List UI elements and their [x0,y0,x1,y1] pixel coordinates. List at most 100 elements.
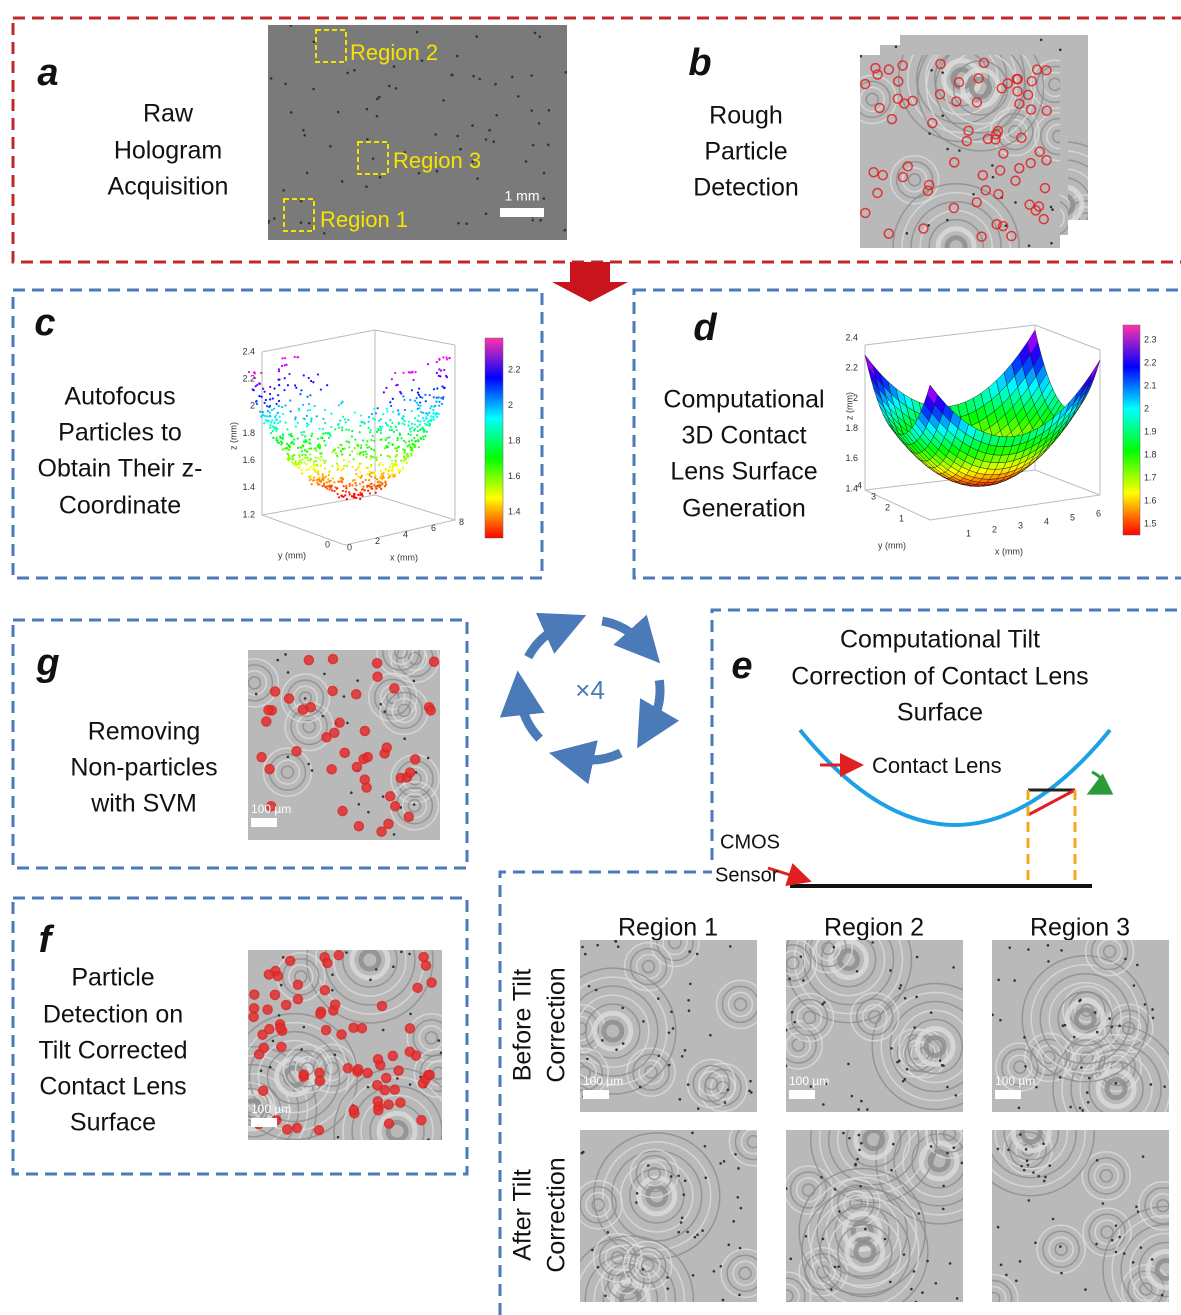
scatter-point [354,493,356,495]
scatter-point [266,405,268,407]
scatter-point [394,474,396,476]
panel-letter: f [39,919,55,961]
particle-marker [331,1000,340,1009]
scatter-point [269,405,271,407]
speck [1136,964,1139,967]
cycle-arrow [651,680,660,725]
scatter-point [262,411,264,413]
row-label: After Tilt [509,1169,537,1261]
speck [542,197,545,200]
speck [719,1162,722,1165]
speck [1060,949,1063,952]
scatter-point [380,432,382,434]
y-tick-label: 4 [857,480,862,490]
scatter-point [301,469,303,471]
scatter-point [436,361,438,363]
speck [303,134,306,137]
scatter-point [345,421,347,423]
scatter-point [395,459,397,461]
scatter-point [303,431,305,433]
scatter-point [390,426,392,428]
scatter-point [391,422,393,424]
scatter-point [292,458,294,460]
scatter-point [388,442,390,444]
particle-marker [304,656,313,665]
speck [1163,1085,1166,1088]
particle-marker [316,1009,325,1018]
speck [353,69,356,72]
scatter-point [277,412,279,414]
scatter-point [392,398,394,400]
scatter-point [300,389,302,391]
speck [670,1010,673,1013]
speck [732,1220,735,1223]
caption-line: with SVM [90,790,197,818]
scatter-point [371,456,373,458]
scatter-point [318,428,320,430]
speck [906,1068,909,1071]
scatter-point [278,405,280,407]
scatter-point [380,429,382,431]
speck [547,144,550,147]
scatter-point [410,454,412,456]
scatter-point [281,365,283,367]
scatter-point [389,419,391,421]
speck [898,987,901,990]
speck [701,1229,704,1232]
particle-marker [337,1030,346,1039]
scatter-point [304,418,306,420]
scatter-point [436,387,438,389]
scatter-point [373,484,375,486]
speck [1023,1169,1026,1172]
scatter-point [391,378,393,380]
scatter-point [310,417,312,419]
scatter-point [336,455,338,457]
scatter-point [425,400,427,402]
panel-letter: e [731,645,752,687]
colorbar-tick-label: 1.9 [1144,426,1157,436]
speck [680,1221,683,1224]
particle-marker [250,990,259,999]
speck [341,180,344,183]
speck [785,1065,788,1068]
speck [946,219,949,222]
scatter-point [355,473,357,475]
speck [1124,958,1127,961]
x-tick-label: 4 [403,530,408,540]
speck [409,1083,412,1086]
scatter-point [438,401,440,403]
scatter-point [322,459,324,461]
scatter-point [314,470,316,472]
speck [942,1064,945,1067]
scatter-point [397,437,399,439]
scatter-point [338,481,340,483]
scatter-point [405,441,407,443]
speck [946,1152,949,1155]
speck [647,1164,650,1167]
particle-marker [334,951,343,960]
scatter-point [286,443,288,445]
scatter-point [321,452,323,454]
speck [642,1268,645,1271]
x-tick-label: 6 [431,523,436,533]
scatter-point [441,385,443,387]
plot-box [262,330,455,545]
scatter-point [351,450,353,452]
scatter-point [392,474,394,476]
speck [306,172,309,175]
scatter-point [414,400,416,402]
speck [437,1039,440,1042]
speck [311,769,314,772]
speck [356,679,359,682]
scatter-point [298,454,300,456]
particle-marker [427,978,436,987]
caption-line: Particle [71,964,154,992]
axis-label: z (mm) [844,392,854,420]
scatter-point [289,445,291,447]
scatter-point [404,409,406,411]
speck [376,98,379,101]
scatter-point [352,458,354,460]
scale-bar [500,208,544,217]
scale-bar [995,1090,1021,1099]
hologram-image: 100 µm [991,927,1179,1151]
